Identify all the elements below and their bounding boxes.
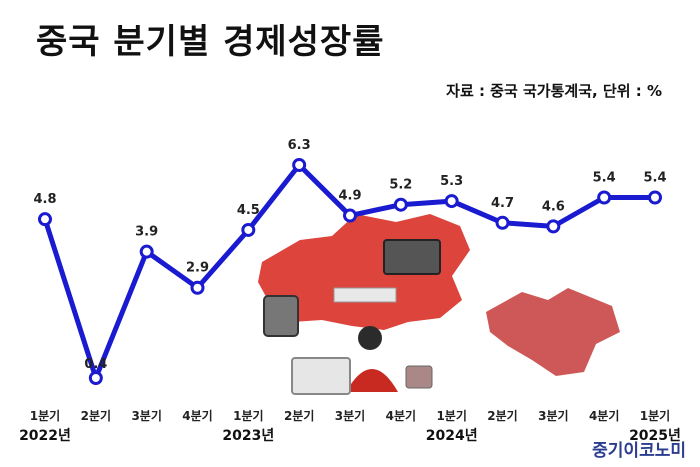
woman-head — [358, 326, 382, 350]
year-label: 2024년 — [426, 428, 478, 444]
value-label: 6.3 — [288, 138, 311, 153]
data-point — [292, 158, 307, 172]
value-label: 4.9 — [338, 189, 361, 204]
china-illustration — [258, 214, 620, 395]
made-in-china-tag — [333, 287, 397, 303]
quarter-tick-label: 4분기 — [386, 408, 416, 423]
data-point — [241, 222, 256, 237]
source-note: 자료 : 중국 국가통계국, 단위 : % — [446, 82, 662, 100]
value-label: 4.6 — [542, 199, 565, 214]
value-label: 4.5 — [237, 203, 260, 218]
value-label: 5.4 — [643, 170, 666, 185]
data-point — [139, 244, 154, 259]
quarter-tick-label: 2분기 — [81, 408, 111, 423]
quarter-tick-label: 2분기 — [284, 408, 314, 423]
data-point — [393, 197, 408, 212]
data-point — [597, 190, 612, 205]
year-label: 2023년 — [222, 428, 274, 444]
desk-laptop-icon — [291, 357, 351, 395]
quarter-tick-label: 1분기 — [436, 408, 466, 423]
data-point — [190, 280, 205, 295]
data-point — [495, 215, 510, 230]
quarter-tick-label: 3분기 — [538, 408, 568, 423]
year-label: 2025년 — [629, 428, 681, 444]
value-label: 2.9 — [186, 261, 209, 276]
value-label: 5.3 — [440, 174, 463, 189]
data-point — [444, 194, 459, 209]
data-point — [38, 212, 52, 227]
value-label: 5.2 — [389, 178, 412, 193]
quarter-tick-label: 1분기 — [30, 408, 60, 423]
data-point — [546, 219, 561, 234]
quarter-tick-label: 1분기 — [233, 408, 263, 423]
woman-body — [346, 369, 398, 392]
radio-icon — [405, 365, 433, 389]
value-label: 0.4 — [84, 357, 107, 372]
data-point — [343, 208, 357, 223]
value-label: 3.9 — [135, 225, 158, 240]
quarter-tick-label: 4분기 — [182, 408, 212, 423]
data-point — [88, 371, 103, 385]
value-label: 4.7 — [491, 196, 514, 211]
value-label: 5.4 — [593, 170, 616, 185]
page-title: 중국 분기별 경제성장률 — [36, 22, 385, 62]
tablet-icon — [263, 295, 299, 337]
laptop-icon — [383, 239, 441, 275]
year-label: 2022년 — [19, 428, 71, 444]
quarter-tick-label: 3분기 — [335, 408, 365, 423]
quarter-tick-label: 1분기 — [640, 408, 670, 423]
quarter-tick-label: 3분기 — [131, 408, 161, 423]
data-point — [648, 190, 662, 205]
brand-logo: 중기이코노미 — [592, 441, 686, 461]
yuan-symbol-blocks — [486, 288, 620, 376]
quarter-tick-label: 4분기 — [589, 408, 619, 423]
value-label: 4.8 — [33, 192, 56, 207]
quarter-tick-label: 2분기 — [487, 408, 517, 423]
